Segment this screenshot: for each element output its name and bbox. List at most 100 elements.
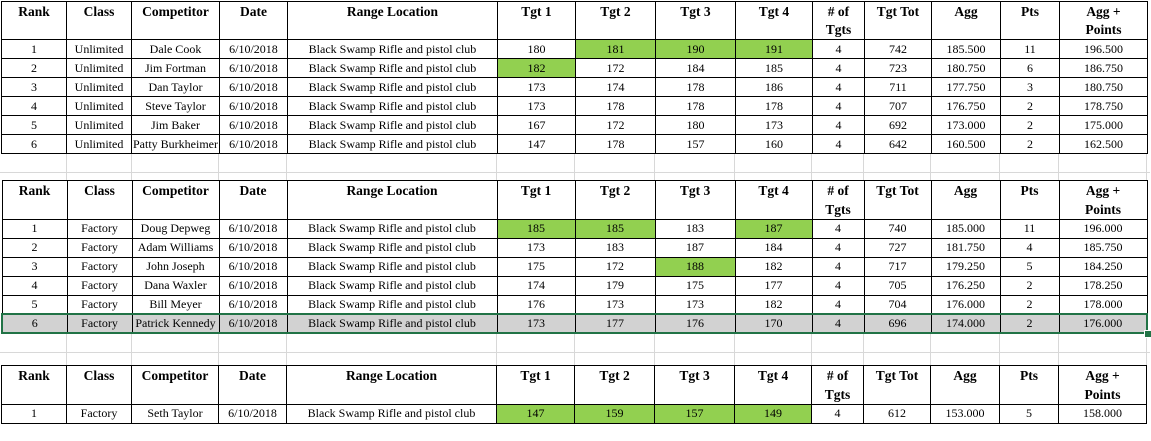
cell-aggPoints[interactable]: 196.500 bbox=[1058, 39, 1148, 60]
column-header-date[interactable]: Date bbox=[218, 180, 288, 220]
cell-tgt3[interactable]: 180 bbox=[654, 115, 736, 136]
cell-competitor[interactable]: Adam Williams bbox=[131, 237, 220, 258]
cell-class[interactable]: Unlimited bbox=[66, 58, 132, 79]
cell-class[interactable]: Unlimited bbox=[66, 96, 132, 117]
column-header-agg[interactable]: Agg bbox=[930, 0, 1001, 41]
column-header-class[interactable]: Class bbox=[66, 180, 133, 220]
column-header-tgt4[interactable]: Tgt 4 bbox=[734, 0, 813, 41]
cell-competitor[interactable]: Doug Depweg bbox=[131, 218, 220, 239]
cell-numTgts[interactable]: 4 bbox=[811, 313, 865, 335]
cell-aggPoints[interactable]: 180.750 bbox=[1058, 77, 1148, 98]
cell-rank[interactable]: 1 bbox=[1, 39, 67, 60]
cell-tgt4[interactable]: 182 bbox=[734, 256, 813, 277]
column-header-agg[interactable]: Agg bbox=[930, 365, 1000, 405]
cell-tgt2[interactable]: 181 bbox=[574, 39, 656, 60]
cell-date[interactable]: 6/10/2018 bbox=[218, 218, 288, 239]
column-header-aggPoints[interactable]: Agg + Points bbox=[1058, 0, 1148, 41]
cell-tgtTot[interactable]: 711 bbox=[863, 77, 932, 98]
cell-tgt4[interactable]: 160 bbox=[734, 134, 813, 155]
column-header-numTgts[interactable]: # of Tgts bbox=[811, 0, 865, 41]
cell-tgt4[interactable]: 185 bbox=[734, 58, 813, 79]
cell-rank[interactable]: 4 bbox=[1, 96, 67, 117]
cell-tgt1[interactable]: 173 bbox=[496, 237, 576, 258]
cell-competitor[interactable]: Patty Burkheimer bbox=[131, 134, 220, 155]
cell-tgtTot[interactable]: 612 bbox=[863, 403, 931, 424]
cell-competitor[interactable]: John Joseph bbox=[131, 256, 220, 277]
cell-agg[interactable]: 185.500 bbox=[930, 39, 1001, 60]
column-header-rank[interactable]: Rank bbox=[1, 180, 68, 220]
cell-aggPoints[interactable]: 178.750 bbox=[1058, 96, 1148, 117]
cell-numTgts[interactable]: 4 bbox=[811, 134, 865, 155]
cell-tgtTot[interactable]: 696 bbox=[863, 313, 932, 335]
cell-tgt1[interactable]: 147 bbox=[496, 403, 575, 424]
selection-fill-handle[interactable] bbox=[1144, 330, 1151, 339]
cell-date[interactable]: 6/10/2018 bbox=[218, 39, 288, 60]
cell-tgt3[interactable]: 178 bbox=[654, 77, 736, 98]
cell-agg[interactable]: 173.000 bbox=[930, 115, 1001, 136]
column-header-aggPoints[interactable]: Agg + Points bbox=[1058, 180, 1148, 220]
cell-numTgts[interactable]: 4 bbox=[811, 403, 864, 424]
cell-tgtTot[interactable]: 692 bbox=[863, 115, 932, 136]
cell-tgtTot[interactable]: 705 bbox=[863, 275, 932, 296]
cell-range[interactable]: Black Swamp Rifle and pistol club bbox=[286, 275, 498, 296]
cell-tgt2[interactable]: 179 bbox=[574, 275, 656, 296]
cell-tgt4[interactable]: 187 bbox=[734, 218, 813, 239]
cell-tgt3[interactable]: 187 bbox=[654, 237, 736, 258]
cell-tgtTot[interactable]: 704 bbox=[863, 294, 932, 315]
cell-agg[interactable]: 176.000 bbox=[930, 294, 1001, 315]
cell-agg[interactable]: 160.500 bbox=[930, 134, 1001, 155]
cell-tgt4[interactable]: 182 bbox=[734, 294, 813, 315]
cell-date[interactable]: 6/10/2018 bbox=[218, 237, 288, 258]
cell-range[interactable]: Black Swamp Rifle and pistol club bbox=[286, 218, 498, 239]
cell-date[interactable]: 6/10/2018 bbox=[218, 134, 288, 155]
cell-pts[interactable]: 2 bbox=[999, 115, 1060, 136]
cell-tgt1[interactable]: 185 bbox=[496, 218, 576, 239]
cell-tgt1[interactable]: 173 bbox=[496, 313, 576, 335]
cell-rank[interactable]: 3 bbox=[1, 256, 68, 277]
cell-rank[interactable]: 2 bbox=[1, 58, 67, 79]
cell-rank[interactable]: 5 bbox=[1, 294, 68, 315]
cell-class[interactable]: Unlimited bbox=[66, 77, 132, 98]
cell-aggPoints[interactable]: 158.000 bbox=[1058, 403, 1147, 424]
cell-tgt1[interactable]: 147 bbox=[496, 134, 576, 155]
cell-tgt4[interactable]: 177 bbox=[734, 275, 813, 296]
cell-aggPoints[interactable]: 186.750 bbox=[1058, 58, 1148, 79]
cell-tgt2[interactable]: 177 bbox=[574, 313, 656, 335]
cell-agg[interactable]: 179.250 bbox=[930, 256, 1001, 277]
cell-aggPoints[interactable]: 184.250 bbox=[1058, 256, 1148, 277]
cell-aggPoints[interactable]: 176.000 bbox=[1058, 313, 1148, 335]
column-header-pts[interactable]: Pts bbox=[999, 180, 1060, 220]
column-header-competitor[interactable]: Competitor bbox=[131, 365, 219, 405]
column-header-tgt2[interactable]: Tgt 2 bbox=[574, 0, 656, 41]
cell-rank[interactable]: 6 bbox=[1, 134, 67, 155]
cell-date[interactable]: 6/10/2018 bbox=[218, 96, 288, 117]
cell-tgt2[interactable]: 173 bbox=[574, 294, 656, 315]
cell-competitor[interactable]: Jim Baker bbox=[131, 115, 220, 136]
cell-tgt1[interactable]: 176 bbox=[496, 294, 576, 315]
cell-tgt1[interactable]: 173 bbox=[496, 96, 576, 117]
cell-tgt3[interactable]: 175 bbox=[654, 275, 736, 296]
cell-agg[interactable]: 181.750 bbox=[930, 237, 1001, 258]
cell-tgt2[interactable]: 178 bbox=[574, 134, 656, 155]
cell-competitor[interactable]: Patrick Kennedy bbox=[131, 313, 220, 335]
cell-tgt4[interactable]: 178 bbox=[734, 96, 813, 117]
column-header-tgt3[interactable]: Tgt 3 bbox=[654, 0, 736, 41]
cell-rank[interactable]: 2 bbox=[1, 237, 68, 258]
cell-pts[interactable]: 2 bbox=[999, 96, 1060, 117]
cell-pts[interactable]: 5 bbox=[999, 256, 1060, 277]
cell-tgt4[interactable]: 170 bbox=[734, 313, 813, 335]
cell-competitor[interactable]: Dana Waxler bbox=[131, 275, 220, 296]
column-header-range[interactable]: Range Location bbox=[286, 180, 498, 220]
cell-pts[interactable]: 2 bbox=[999, 134, 1060, 155]
cell-pts[interactable]: 5 bbox=[999, 403, 1059, 424]
cell-tgt4[interactable]: 191 bbox=[734, 39, 813, 60]
cell-agg[interactable]: 153.000 bbox=[930, 403, 1000, 424]
column-header-pts[interactable]: Pts bbox=[999, 0, 1060, 41]
column-header-class[interactable]: Class bbox=[66, 365, 132, 405]
cell-tgt1[interactable]: 180 bbox=[496, 39, 576, 60]
cell-rank[interactable]: 1 bbox=[1, 403, 67, 424]
column-header-numTgts[interactable]: # of Tgts bbox=[811, 180, 865, 220]
cell-tgt3[interactable]: 157 bbox=[654, 134, 736, 155]
cell-agg[interactable]: 180.750 bbox=[930, 58, 1001, 79]
cell-tgt3[interactable]: 173 bbox=[654, 294, 736, 315]
